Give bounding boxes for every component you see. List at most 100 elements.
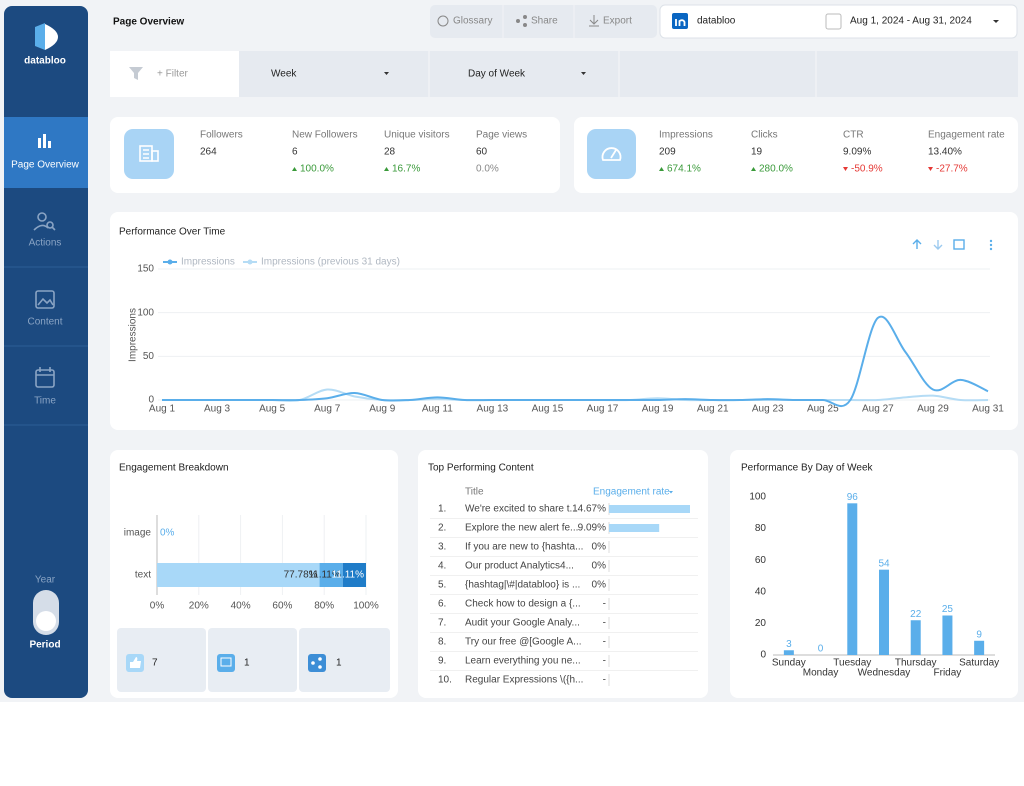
legend-label: Impressions [181, 257, 235, 268]
x-tick-label: Saturday [959, 658, 999, 669]
x-tick-label: Wednesday [858, 668, 911, 679]
data-label: 0% [160, 528, 175, 539]
content-title: Learn everything you ne... [465, 656, 581, 667]
legend-swatch [247, 259, 253, 265]
rate-bar [609, 505, 690, 513]
rate-label: 14.67% [572, 504, 606, 515]
rank: 4. [438, 561, 446, 572]
dropdown-arrow [993, 20, 999, 23]
filter-day[interactable]: Day of Week [468, 69, 526, 80]
kpi-change: 0.0% [476, 164, 499, 175]
x-tick-label: Sunday [772, 658, 806, 669]
x-tick-label: Aug 7 [314, 404, 341, 415]
logo [45, 24, 58, 50]
card-title: Performance Over Time [119, 227, 226, 238]
nav-label[interactable]: Actions [29, 238, 62, 249]
export-icon [589, 15, 599, 27]
share-button[interactable]: Share [531, 16, 558, 27]
card-title: Performance By Day of Week [741, 463, 874, 474]
total-value: 1 [244, 658, 250, 669]
nav-icon [38, 134, 51, 148]
glossary-button[interactable]: Glossary [453, 16, 492, 27]
bar-segment [319, 563, 343, 587]
nav-label[interactable]: Time [34, 396, 56, 407]
content-title: Regular Expressions \({h... [465, 675, 583, 686]
more-menu[interactable] [989, 239, 993, 251]
bar [847, 503, 858, 655]
total-value: 7 [152, 658, 158, 669]
x-tick-label: Thursday [895, 658, 937, 669]
kpi-change: -27.7% [936, 164, 968, 175]
y-tick-label: 80 [755, 523, 767, 534]
nav-label[interactable]: Page Overview [11, 160, 80, 171]
x-tick-label: Aug 19 [642, 404, 674, 415]
kpi-label: Followers [200, 130, 243, 141]
total-box [117, 628, 206, 692]
filter-week[interactable]: Week [271, 69, 297, 80]
column-header[interactable]: Engagement rate [593, 487, 670, 498]
kpi-value: 209 [659, 147, 676, 158]
date-range[interactable]: Aug 1, 2024 - Aug 31, 2024 [850, 16, 972, 27]
data-label: 11.11% [308, 570, 341, 581]
y-tick-label: 0 [760, 650, 766, 661]
rate-label: 9.09% [578, 523, 606, 534]
nav-icon [33, 212, 56, 231]
kpi-icon [601, 147, 622, 161]
content-title: Explore the new alert fe... [465, 523, 578, 534]
data-label: 54 [878, 558, 890, 569]
rank: 1. [438, 504, 446, 515]
kpi-label: Page views [476, 130, 527, 141]
kpi-change: -50.9% [851, 164, 883, 175]
kpi-change: 674.1% [667, 164, 701, 175]
filter-add-label[interactable]: + Filter [157, 69, 189, 80]
kpi-label: Unique visitors [384, 130, 450, 141]
column-header[interactable]: Title [465, 487, 484, 498]
x-tick-label: Aug 23 [752, 404, 784, 415]
x-tick-label: Aug 3 [204, 404, 231, 415]
nav-divider [4, 266, 88, 426]
change-arrow [292, 167, 297, 171]
chart-toolbar[interactable] [912, 239, 965, 250]
change-arrow [659, 167, 664, 171]
nav-icon [35, 367, 55, 388]
filter-bar [110, 51, 1018, 97]
rate-label: 0% [592, 580, 607, 591]
kpi-value: 13.40% [928, 147, 962, 158]
linkedin-icon [675, 19, 686, 26]
export-button[interactable]: Export [603, 16, 632, 27]
x-tick-label: Aug 9 [369, 404, 396, 415]
filter-add[interactable] [110, 51, 239, 97]
nav-label[interactable]: Content [27, 317, 62, 328]
filter-icon [129, 67, 143, 80]
filter-divider [428, 51, 817, 97]
legend-label: Impressions (previous 31 days) [261, 257, 400, 268]
x-tick-label: Aug 21 [697, 404, 729, 415]
content-title: If you are new to {hashta... [465, 542, 583, 553]
rate-label: - [603, 599, 606, 610]
x-tick-label: Aug 17 [587, 404, 619, 415]
rank: 8. [438, 637, 446, 648]
rank: 9. [438, 656, 446, 667]
nav-active[interactable] [4, 117, 88, 188]
x-tick-label: 0% [150, 601, 165, 612]
kpi-card [574, 117, 1018, 193]
kpi-label: CTR [843, 130, 864, 141]
account-name[interactable]: databloo [697, 16, 736, 27]
data-label: 9 [976, 629, 982, 640]
rate-bar [609, 524, 660, 532]
rate-label: - [603, 675, 606, 686]
dropdown-arrow [581, 72, 586, 75]
kpi-value: 28 [384, 147, 396, 158]
data-label: 77.78% [284, 570, 318, 581]
content-title: {hashtag|\#|databloo} is ... [465, 580, 580, 591]
y-tick-label: 50 [143, 351, 155, 362]
y-tick-label: 60 [755, 555, 767, 566]
data-label: 25 [942, 604, 954, 615]
toggle-label: Year [35, 575, 56, 586]
account-bar [659, 4, 1018, 39]
nav-icon [35, 290, 55, 309]
y-tick-label: 40 [755, 586, 767, 597]
bar [879, 569, 889, 655]
bar [942, 615, 953, 655]
x-tick-label: 20% [189, 601, 209, 612]
